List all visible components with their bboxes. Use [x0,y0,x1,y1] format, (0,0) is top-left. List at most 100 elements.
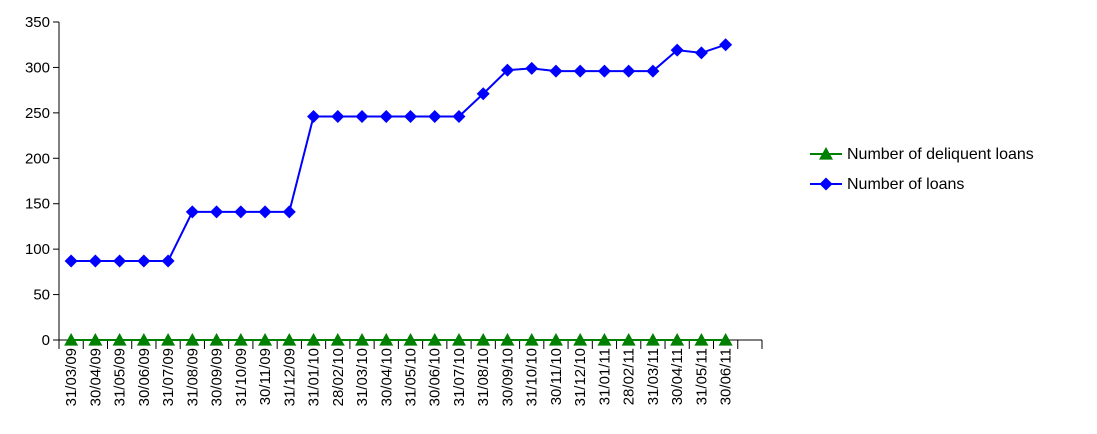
loans-point [355,109,369,123]
delinquent-point [185,333,200,346]
delinquent-point [718,333,733,346]
x-tick-label: 30/06/09 [136,348,153,406]
x-tick-label: 31/03/11 [645,348,662,405]
x-tick-label: 31/01/10 [306,348,323,406]
x-tick-label: 31/08/09 [184,348,201,406]
y-tick-label: 300 [25,59,50,76]
delinquent-point [88,333,103,346]
loans-point [282,205,296,219]
loans-point [452,109,466,123]
loans-point [185,205,199,219]
delinquent-point [403,333,418,346]
x-tick-label: 30/11/10 [548,348,565,405]
x-tick-label: 31/07/09 [160,348,177,406]
loans-point [428,109,442,123]
loans-point [694,46,708,60]
loans-point [670,43,684,57]
delinquent-point [112,333,127,346]
x-tick-label: 30/09/09 [209,348,226,406]
x-tick-label: 30/06/11 [718,348,735,405]
x-tick-label: 31/12/09 [281,348,298,406]
x-tick-label: 30/11/09 [257,348,274,405]
legend-item-delinquent: Number of deliquent loans [810,146,1034,163]
x-tick-label: 31/05/10 [403,348,420,406]
x-tick-label: 31/03/09 [63,348,80,406]
chart-legend: Number of deliquent loans Number of loans [810,146,1034,193]
delinquent-point [355,333,370,346]
x-tick-label: 30/04/11 [669,348,686,405]
delinquent-point [64,333,79,346]
delinquent-point [524,333,539,346]
loans-point [113,254,127,268]
loans-point [331,109,345,123]
delinquent-point [282,333,297,346]
series-delinquent [64,333,733,346]
y-tick-label: 250 [25,105,50,122]
delinquent-point [136,333,151,346]
y-tick-label: 100 [25,241,50,258]
loans-point [137,254,151,268]
y-tick-label: 150 [25,196,50,213]
delinquent-point [379,333,394,346]
loans-point [161,254,175,268]
loans-point [622,64,636,78]
loans-point [597,64,611,78]
delinquent-point [161,333,176,346]
loans-point [476,87,490,101]
series-loans [64,38,733,268]
loans-point [573,64,587,78]
loans-point [234,205,248,219]
x-tick-label: 30/06/10 [427,348,444,406]
delinquent-point [597,333,612,346]
y-axis-ticks: 0 50 100 150 200 250 300 350 [25,14,59,349]
y-tick-label: 50 [33,287,50,304]
y-tick-label: 350 [25,14,50,31]
x-tick-label: 30/09/10 [499,348,516,406]
series-loans-line [71,43,726,262]
delinquent-point [500,333,515,346]
x-tick-label: 31/05/11 [693,348,710,405]
delinquent-point [621,333,636,346]
delinquent-point [573,333,588,346]
loans-point [88,254,102,268]
x-tick-label: 31/10/10 [524,348,541,406]
x-tick-label: 31/03/10 [354,348,371,406]
loans-point [379,109,393,123]
y-tick-label: 0 [42,332,50,349]
x-tick-label: 30/04/09 [87,348,104,406]
x-tick-label: 31/10/09 [233,348,250,406]
legend-label-loans: Number of loans [847,176,964,193]
delinquent-point [645,333,660,346]
delinquent-point [209,333,224,346]
loans-point [210,205,224,219]
delinquent-point [258,333,273,346]
x-tick-label: 31/07/10 [451,348,468,406]
x-tick-label: 31/01/11 [596,348,613,405]
delinquent-point [694,333,709,346]
x-tick-label: 31/05/09 [112,348,129,406]
delinquent-point [306,333,321,346]
chart-series [64,38,733,346]
legend-marker-loans [819,177,833,191]
delinquent-point [233,333,248,346]
loans-point [646,64,660,78]
x-tick-label: 28/02/11 [621,348,638,405]
x-tick-label: 31/12/10 [572,348,589,406]
loans-point [525,61,539,75]
x-tick-label: 31/08/10 [475,348,492,406]
loans-point [404,109,417,123]
loans-point [258,205,272,219]
x-tick-label: 28/02/10 [330,348,347,406]
x-axis-ticks: 31/03/09 30/04/09 31/05/09 30/06/09 31/07/09… [58,340,763,406]
loans-point [719,38,733,52]
legend-marker-delinquent [819,147,833,160]
y-tick-label: 200 [25,150,50,167]
delinquent-point [476,333,491,346]
loans-point [549,64,563,78]
legend-label-delinquent: Number of deliquent loans [847,146,1034,163]
delinquent-point [427,333,442,346]
legend-item-loans: Number of loans [810,176,964,193]
delinquent-point [451,333,466,346]
delinquent-point [548,333,563,346]
